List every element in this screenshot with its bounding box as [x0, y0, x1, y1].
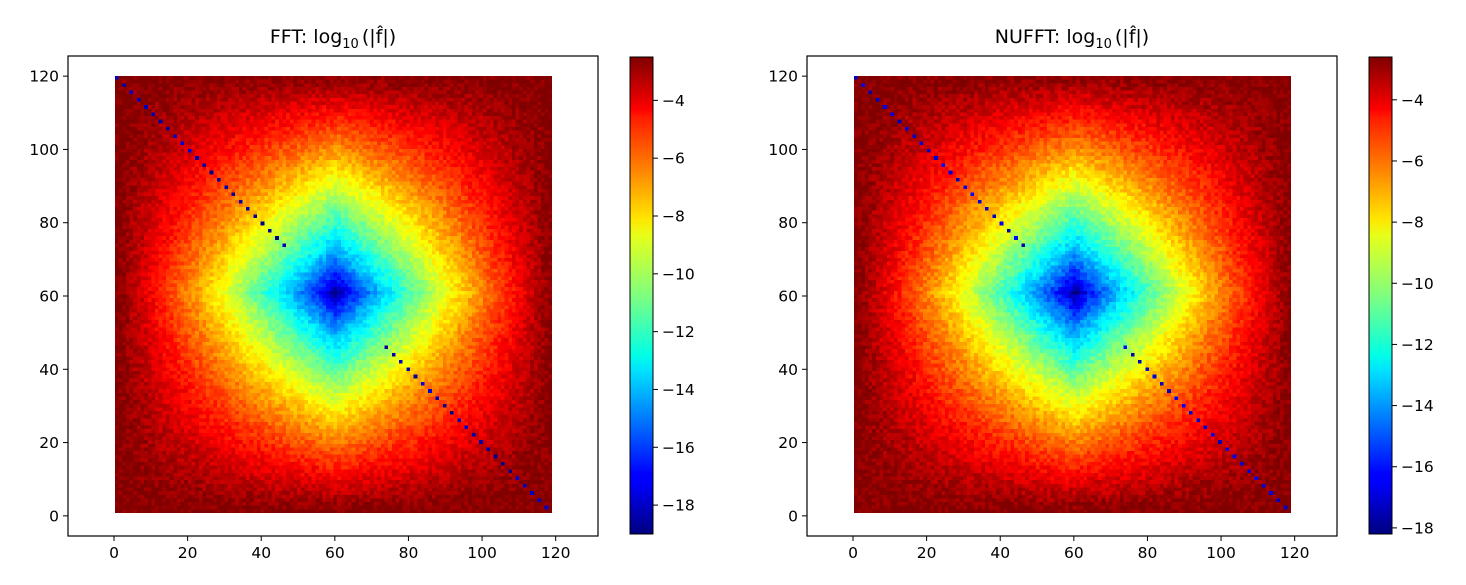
- x-tick-label: 80: [1138, 544, 1158, 562]
- x-tick-label: 60: [325, 544, 345, 562]
- colorbar-tick-label: −10: [1401, 275, 1434, 293]
- x-tick-label: 40: [990, 544, 1010, 562]
- y-tick-label: 20: [778, 434, 798, 452]
- colorbar-tick-label: −8: [662, 208, 685, 226]
- y-tick-label: 120: [29, 68, 59, 86]
- colorbar: [630, 57, 653, 534]
- panel-title: NUFFT: log10 (|f̂|): [995, 26, 1149, 52]
- colorbar-tick-label: −8: [1401, 214, 1424, 232]
- colorbar-tick-label: −6: [662, 150, 685, 168]
- y-axis: 0 20 40 60 80 100 120: [29, 68, 68, 525]
- y-tick-label: 100: [29, 141, 59, 159]
- y-tick-label: 60: [778, 288, 798, 306]
- y-axis: 0 20 40 60 80 100 120: [768, 68, 807, 525]
- heatmap-image: [115, 76, 552, 513]
- colorbar-tick-label: −18: [662, 497, 695, 515]
- colorbar-tick-label: −14: [662, 381, 695, 399]
- x-axis: 0 20 40 60 80 100 120: [109, 536, 570, 562]
- x-tick-label: 0: [109, 544, 119, 562]
- x-axis: 0 20 40 60 80 100 120: [848, 536, 1309, 562]
- x-tick-label: 120: [1280, 544, 1310, 562]
- y-tick-label: 80: [778, 214, 798, 232]
- y-tick-label: 20: [39, 434, 59, 452]
- colorbar: [1369, 57, 1392, 534]
- x-tick-label: 60: [1064, 544, 1084, 562]
- x-tick-label: 0: [848, 544, 858, 562]
- x-tick-label: 20: [917, 544, 937, 562]
- heatmap-image: [854, 76, 1291, 513]
- colorbar-tick-label: −10: [662, 265, 695, 283]
- colorbar-tick-label: −4: [1401, 91, 1424, 109]
- colorbar-tick-label: −4: [662, 92, 685, 110]
- panel-nufft: NUFFT: log10 (|f̂|) 0 20 40 60 80 100 120 0 20 40…: [768, 26, 1433, 562]
- x-tick-label: 80: [399, 544, 419, 562]
- colorbar-frame: [629, 56, 654, 535]
- colorbar-tick-label: −14: [1401, 397, 1434, 415]
- panel-fft: FFT: log10 (|f̂|) 0 20 40 60 80 100 120 0 20 40 60…: [29, 26, 694, 562]
- y-tick-label: 80: [39, 214, 59, 232]
- colorbar-tick-label: −16: [1401, 458, 1434, 476]
- colorbar-ticks: −4 −6 −8 −10 −12 −14 −16 −18: [1392, 91, 1434, 537]
- y-tick-label: 0: [788, 507, 798, 525]
- y-tick-label: 40: [778, 361, 798, 379]
- x-tick-label: 40: [251, 544, 271, 562]
- y-tick-label: 100: [768, 141, 798, 159]
- y-tick-label: 0: [49, 507, 59, 525]
- colorbar-tick-label: −12: [662, 323, 695, 341]
- x-tick-label: 120: [541, 544, 571, 562]
- colorbar-tick-label: −12: [1401, 336, 1434, 354]
- y-tick-label: 120: [768, 68, 798, 86]
- x-tick-label: 20: [178, 544, 198, 562]
- y-tick-label: 60: [39, 288, 59, 306]
- colorbar-ticks: −4 −6 −8 −10 −12 −14 −16 −18: [653, 92, 695, 515]
- y-tick-label: 40: [39, 361, 59, 379]
- colorbar-tick-label: −6: [1401, 152, 1424, 170]
- x-tick-label: 100: [467, 544, 497, 562]
- colorbar-frame: [1368, 56, 1393, 535]
- colorbar-tick-label: −16: [662, 439, 695, 457]
- colorbar-tick-label: −18: [1401, 519, 1434, 537]
- panel-title: FFT: log10 (|f̂|): [270, 26, 396, 52]
- x-tick-label: 100: [1206, 544, 1236, 562]
